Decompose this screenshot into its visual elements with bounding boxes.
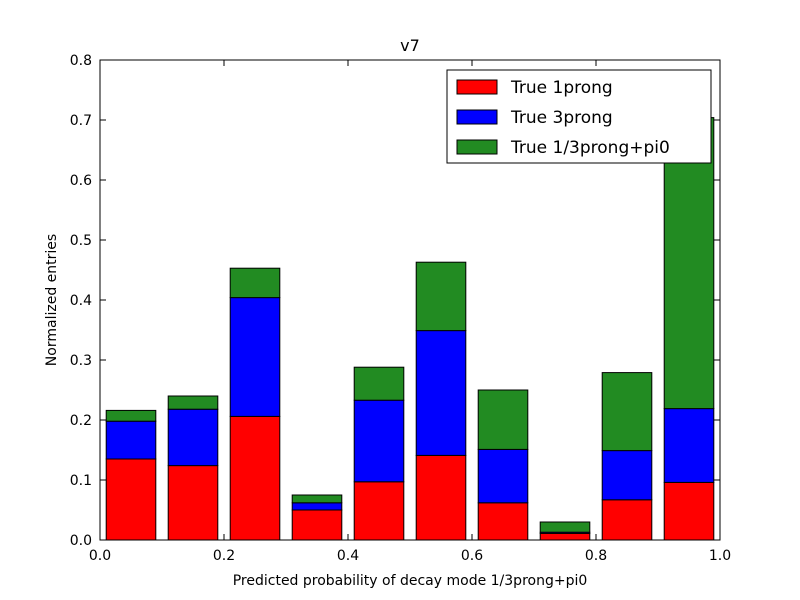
bar-series-0-bin-2 [229,415,281,541]
y-tick-label: 0.5 [70,233,92,249]
bar-series-0-bin-6 [477,502,529,541]
y-axis-label: Normalized entries [44,234,60,366]
bar-series-0-bin-9 [663,481,715,541]
x-axis-label: Predicted probability of decay mode 1/3p… [233,573,588,589]
x-tick-label: 0.4 [337,548,359,564]
bar-series-0-bin-8 [601,499,653,541]
bar-series-1-bin-8 [601,450,653,501]
bar-series-2-bin-8 [601,372,653,452]
chart-title: v7 [400,36,420,55]
y-tick-label: 0.8 [70,53,92,69]
bar-series-0-bin-0 [105,458,157,541]
bar-series-2-bin-2 [229,267,281,299]
bar-series-1-bin-4 [353,399,405,483]
legend-swatch-1 [456,109,498,125]
x-tick-label: 1.0 [709,548,731,564]
bar-series-1-bin-1 [167,408,219,467]
bar-series-0-bin-5 [415,454,467,541]
y-tick-label: 0.2 [70,413,92,429]
legend-label-2: True 1/3prong+pi0 [510,138,670,158]
bar-series-1-bin-2 [229,297,281,417]
bar-series-1-bin-0 [105,420,157,460]
bar-series-2-bin-5 [415,261,467,332]
bar-series-0-bin-4 [353,481,405,541]
y-tick-label: 0.6 [70,173,92,189]
bar-series-0-bin-3 [291,509,343,541]
x-tick-label: 0.6 [461,548,483,564]
legend-swatch-2 [456,139,498,155]
legend-swatch-0 [456,79,498,95]
bar-series-2-bin-9 [663,117,715,410]
bar-series-2-bin-3 [291,494,343,504]
legend-label-1: True 3prong [510,108,613,128]
bar-series-0-bin-1 [167,465,219,541]
x-tick-label: 0.0 [89,548,111,564]
bars-group [105,117,715,541]
bar-series-1-bin-5 [415,330,467,456]
y-tick-label: 0.7 [70,113,92,129]
y-axis: 0.0 0.1 0.2 0.3 0.4 0.5 0.6 0.7 0.8 [70,53,720,549]
bar-series-1-bin-6 [477,448,529,504]
y-tick-label: 0.1 [70,473,92,489]
legend-label-0: True 1prong [510,78,613,98]
bar-series-1-bin-3 [291,502,343,511]
bar-series-1-bin-9 [663,408,715,483]
legend: True 1prong True 3prong True 1/3prong+pi0 [446,69,712,164]
bar-series-2-bin-6 [477,389,529,450]
x-axis: 0.0 0.2 0.4 0.6 0.8 1.0 [89,60,731,564]
bar-series-2-bin-7 [539,521,591,533]
x-tick-label: 0.2 [213,548,235,564]
y-tick-label: 0.3 [70,353,92,369]
bar-series-2-bin-1 [167,395,219,410]
y-tick-label: 0.4 [70,293,92,309]
y-tick-label: 0.0 [70,533,92,549]
bar-series-2-bin-4 [353,366,405,401]
bar-series-2-bin-0 [105,409,157,422]
bar-series-0-bin-7 [539,532,591,541]
x-tick-label: 0.8 [585,548,607,564]
